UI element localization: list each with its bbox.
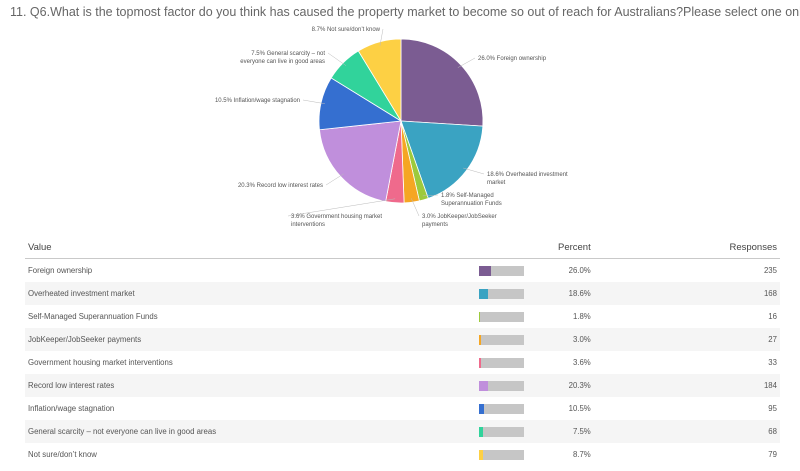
row-bar: [471, 380, 526, 391]
row-label: Foreign ownership: [28, 266, 93, 275]
row-bar: [471, 265, 526, 276]
table-row: General scarcity – not everyone can live…: [25, 420, 780, 443]
table-row: Self-Managed Superannuation Funds 1.8% 16: [25, 305, 780, 328]
row-percent: 18.6%: [568, 289, 591, 298]
row-label: Record low interest rates: [28, 381, 115, 390]
row-label: Government housing market interventions: [28, 358, 173, 367]
pie-slice: [400, 120, 484, 199]
results-table: Value Percent Responses Foreign ownershi…: [25, 236, 780, 466]
pie-label: 1.8% Self-Managed Superannuation Funds: [441, 193, 502, 207]
bar-track: [479, 449, 525, 460]
bar-fill: [479, 380, 489, 391]
pie-label: 10.5% Inflation/wage stagnation: [215, 98, 300, 104]
row-responses: 168: [763, 289, 777, 298]
pie-label: 3.6% Government housing market interventi…: [291, 214, 382, 228]
row-label: Overheated investment market: [28, 289, 135, 298]
pie-leader-line: [327, 52, 347, 66]
pie-leader-line: [287, 198, 396, 217]
row-responses: 95: [768, 404, 777, 413]
table-row: Not sure/don’t know 8.7% 79: [25, 443, 780, 466]
bar-track: [479, 288, 525, 299]
row-percent: 1.8%: [572, 312, 591, 321]
row-label: Inflation/wage stagnation: [28, 404, 115, 413]
row-bar: [471, 288, 526, 299]
pie-label: 7.5% General scarcity – not everyone can …: [240, 51, 325, 65]
pie-leader-line: [411, 198, 420, 217]
row-bar: [471, 426, 526, 437]
bar-track: [479, 403, 525, 414]
bar-fill: [479, 403, 484, 414]
bar-fill: [479, 449, 484, 460]
row-percent: 3.0%: [572, 335, 591, 344]
row-responses: 79: [768, 450, 777, 459]
bar-fill: [479, 334, 481, 345]
row-bar: [471, 357, 526, 368]
table-row: Foreign ownership 26.0% 235: [25, 259, 780, 282]
row-percent: 7.5%: [572, 427, 591, 436]
pie-leader-line: [302, 99, 325, 104]
bar-track: [479, 426, 525, 437]
pie-label: 18.6% Overheated investment market: [487, 172, 568, 186]
pie-slice: [400, 38, 484, 127]
question-title: 11. Q6.What is the topmost factor do you…: [10, 5, 800, 19]
pie-leader-line: [463, 167, 485, 175]
pie-label: 26.0% Foreign ownership: [478, 56, 547, 62]
row-percent: 8.7%: [572, 450, 591, 459]
row-responses: 27: [768, 335, 777, 344]
header-percent: Percent: [557, 241, 591, 253]
bar-track: [479, 334, 525, 345]
header-responses: Responses: [729, 241, 777, 253]
bar-track: [479, 357, 525, 368]
pie-label: 3.0% JobKeeper/JobSeeker payments: [422, 214, 497, 228]
bar-track: [479, 311, 525, 322]
pie-leader-line: [379, 28, 384, 46]
pie-label: 8.7% Not sure/don’t know: [312, 27, 381, 33]
bar-fill: [479, 426, 483, 437]
row-responses: 33: [768, 358, 777, 367]
bar-fill: [479, 288, 488, 299]
pie-leader-line: [457, 57, 476, 68]
table-header: Value Percent Responses: [25, 236, 780, 259]
row-responses: 16: [768, 312, 777, 321]
row-responses: 68: [768, 427, 777, 436]
row-responses: 235: [763, 266, 777, 275]
pie-leader-line: [422, 194, 439, 197]
bar-track: [479, 265, 525, 276]
pie-label: 20.3% Record low interest rates: [238, 183, 323, 189]
pie-leader-line: [325, 173, 344, 186]
bar-fill: [479, 265, 491, 276]
row-label: General scarcity – not everyone can live…: [28, 427, 217, 436]
bar-fill: [479, 311, 481, 322]
pie-slice: [357, 38, 402, 123]
bar-track: [479, 380, 525, 391]
row-bar: [471, 403, 526, 414]
row-bar: [471, 311, 526, 322]
bar-fill: [479, 357, 481, 368]
table-row: Overheated investment market 18.6% 168: [25, 282, 780, 305]
row-label: Self-Managed Superannuation Funds: [28, 312, 158, 321]
row-label: Not sure/don’t know: [28, 450, 97, 459]
header-value: Value: [28, 241, 52, 253]
row-percent: 26.0%: [568, 266, 591, 275]
row-bar: [471, 449, 526, 460]
row-label: JobKeeper/JobSeeker payments: [28, 335, 142, 344]
row-responses: 184: [763, 381, 777, 390]
pie-chart: 26.0% Foreign ownership 18.6% Overheated …: [215, 27, 568, 228]
table-row: Government housing market interventions 3…: [25, 351, 780, 374]
row-percent: 3.6%: [572, 358, 591, 367]
table-row: Record low interest rates 20.3% 184: [25, 374, 780, 397]
table-row: Inflation/wage stagnation 10.5% 95: [25, 397, 780, 420]
row-percent: 20.3%: [568, 381, 591, 390]
table-row: JobKeeper/JobSeeker payments 3.0% 27: [25, 328, 780, 351]
row-percent: 10.5%: [568, 404, 591, 413]
row-bar: [471, 334, 526, 345]
pie-slice: [319, 120, 402, 203]
